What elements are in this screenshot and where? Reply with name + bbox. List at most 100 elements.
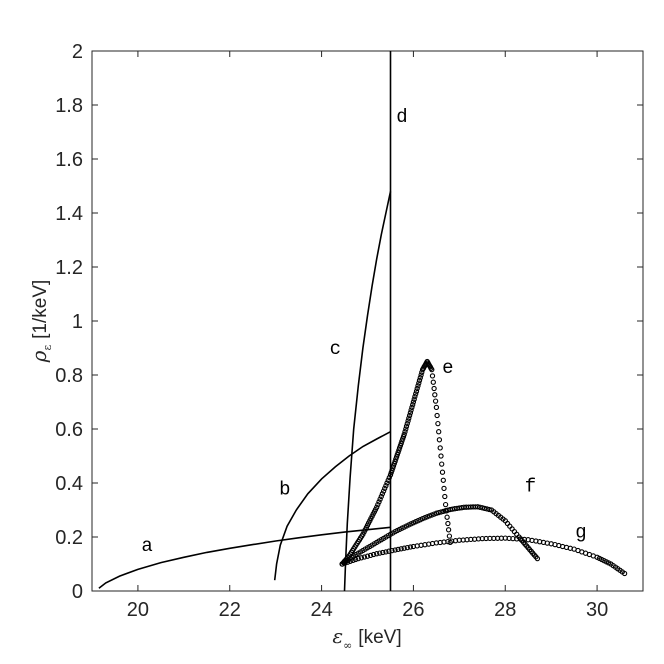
point-e-32 <box>376 499 382 505</box>
point-g-19 <box>395 546 401 553</box>
point-f-90 <box>534 555 541 562</box>
point-e-42 <box>387 472 394 478</box>
point-e-110 <box>439 469 446 475</box>
point-g-13 <box>377 550 383 556</box>
x-tick-label-5: 30 <box>586 599 608 621</box>
point-e-80 <box>416 377 423 384</box>
x-tick-label-4: 28 <box>494 599 516 621</box>
point-e-70 <box>409 404 415 411</box>
point-f-61 <box>477 504 483 510</box>
point-e-39 <box>384 480 390 486</box>
point-e-81 <box>417 375 423 381</box>
y-tick-label-3: 0.6 <box>55 419 83 441</box>
point-e-48 <box>392 458 398 465</box>
point-e-78 <box>415 383 421 389</box>
point-e-109 <box>439 461 445 467</box>
point-f-64 <box>484 506 490 512</box>
series-layer <box>98 51 628 592</box>
point-e-119 <box>446 533 453 539</box>
point-g-15 <box>383 549 389 555</box>
point-e-34 <box>378 493 384 500</box>
point-e-106 <box>436 437 443 443</box>
series-e <box>339 358 453 567</box>
curve-label-a: a <box>141 535 152 557</box>
y-tick-label-4: 0.8 <box>55 365 83 387</box>
point-e-72 <box>410 399 417 405</box>
point-e-112 <box>441 485 447 492</box>
point-g-5 <box>352 556 359 563</box>
point-g-11 <box>370 551 377 558</box>
point-f-43 <box>436 509 442 516</box>
point-g-18 <box>392 547 398 553</box>
y-tick-label-9: 1.8 <box>55 95 83 117</box>
point-f-42 <box>433 510 440 516</box>
series-line-a <box>98 526 391 589</box>
curve-label-g: g <box>575 522 586 544</box>
series-a <box>98 526 391 589</box>
point-e-79 <box>416 380 422 386</box>
point-g-10 <box>367 552 374 559</box>
point-e-99 <box>431 385 437 392</box>
point-g-17 <box>389 547 395 554</box>
point-f-45 <box>440 508 446 515</box>
point-e-40 <box>385 477 391 483</box>
point-e-76 <box>413 388 420 394</box>
point-e-113 <box>442 493 448 500</box>
point-e-117 <box>445 520 451 527</box>
point-e-69 <box>408 407 414 413</box>
series-g <box>339 535 628 577</box>
point-e-116 <box>444 514 450 520</box>
y-axis-ticks: 0 0.2 0.4 0.6 0.8 1 1.2 1.4 1.6 1.8 2 <box>55 41 643 603</box>
point-e-107 <box>437 445 443 451</box>
point-e-60 <box>401 431 407 438</box>
y-tick-label-2: 0.4 <box>55 473 83 495</box>
point-e-61 <box>402 429 408 435</box>
point-e-82 <box>418 372 424 378</box>
point-f-63 <box>481 505 488 512</box>
point-g-16 <box>386 548 392 554</box>
point-g-14 <box>380 549 386 556</box>
point-e-62 <box>403 426 409 432</box>
y-tick-label-0: 0 <box>72 581 83 603</box>
point-g-3 <box>347 558 353 564</box>
point-g-20 <box>398 546 404 552</box>
point-g-8 <box>361 554 368 560</box>
point-e-114 <box>442 501 449 508</box>
series-line-c <box>343 191 392 592</box>
curve-label-d: d <box>396 106 407 128</box>
point-e-37 <box>382 485 388 492</box>
curve-label-f: f <box>525 476 536 498</box>
point-e-105 <box>436 429 442 435</box>
y-tick-label-6: 1.2 <box>55 257 83 279</box>
x-tick-label-1: 22 <box>219 599 241 621</box>
point-e-64 <box>404 420 410 427</box>
point-g-6 <box>355 555 361 562</box>
point-e-108 <box>438 453 444 459</box>
x-tick-label-3: 26 <box>402 599 424 621</box>
curve-labels: a b c d e f g <box>141 106 586 557</box>
point-g-22 <box>404 544 410 551</box>
y-axis-subscript: ε <box>41 345 54 351</box>
y-tick-label-7: 1.4 <box>55 203 83 225</box>
y-tick-label-5: 1 <box>72 311 83 333</box>
point-e-56 <box>398 440 404 447</box>
series-c <box>343 191 392 592</box>
point-e-30 <box>374 504 380 510</box>
point-f-46 <box>442 508 449 514</box>
point-e-73 <box>411 396 417 402</box>
point-g-7 <box>358 555 365 561</box>
point-e-74 <box>412 393 418 400</box>
point-g-84 <box>621 570 628 577</box>
point-e-41 <box>386 474 392 481</box>
point-e-31 <box>375 501 381 508</box>
point-e-102 <box>433 404 440 411</box>
x-axis-subscript: ∞ <box>343 639 352 652</box>
point-f-62 <box>479 505 485 511</box>
point-e-63 <box>403 423 410 429</box>
point-e-33 <box>377 496 383 502</box>
y-tick-label-10: 2 <box>72 41 83 63</box>
y-axis-label: ρε [1/keV] <box>27 280 54 364</box>
x-axis-ticks: 20 22 24 26 28 30 <box>127 51 608 621</box>
point-g-9 <box>364 553 371 559</box>
y-tick-label-8: 1.6 <box>55 149 83 171</box>
